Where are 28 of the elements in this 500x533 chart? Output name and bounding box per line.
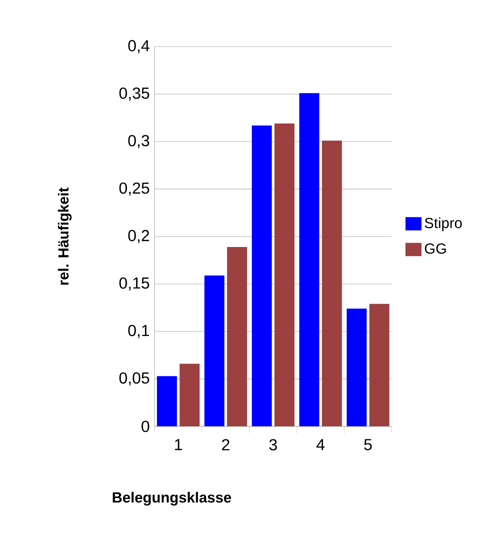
y-tick-label: 0,4: [128, 40, 150, 54]
x-tick-label: 4: [316, 439, 325, 450]
y-axis-title: rel. Häufigkeit: [58, 188, 72, 285]
x-tick-label: 5: [364, 439, 372, 450]
y-tick-label: 0,3: [128, 134, 150, 148]
x-tick-label: 3: [269, 439, 278, 450]
y-tick-label: 0,05: [120, 372, 150, 386]
bar: [346, 308, 367, 426]
x-tick-label: 2: [222, 439, 230, 450]
bar: [370, 304, 390, 426]
y-tick-label: 0: [142, 420, 150, 432]
x-tick-label: 1: [175, 439, 182, 450]
y-tick-label: 0,25: [120, 182, 150, 196]
bar: [204, 275, 225, 426]
x-axis-title: Belegungsklasse: [112, 492, 232, 506]
bar: [157, 376, 178, 426]
y-tick-label: 0,15: [120, 277, 150, 291]
legend-label: Stipro: [424, 217, 462, 232]
bar: [299, 93, 320, 426]
bar: [252, 125, 272, 426]
bar: [322, 140, 342, 426]
bar: [227, 246, 248, 426]
y-tick-label: 0,1: [128, 324, 150, 338]
bar: [274, 124, 295, 426]
y-tick-label: 0,2: [128, 230, 150, 244]
bar: [180, 364, 200, 426]
y-tick-label: 0,35: [120, 88, 150, 101]
legend-label: GG: [425, 243, 446, 254]
